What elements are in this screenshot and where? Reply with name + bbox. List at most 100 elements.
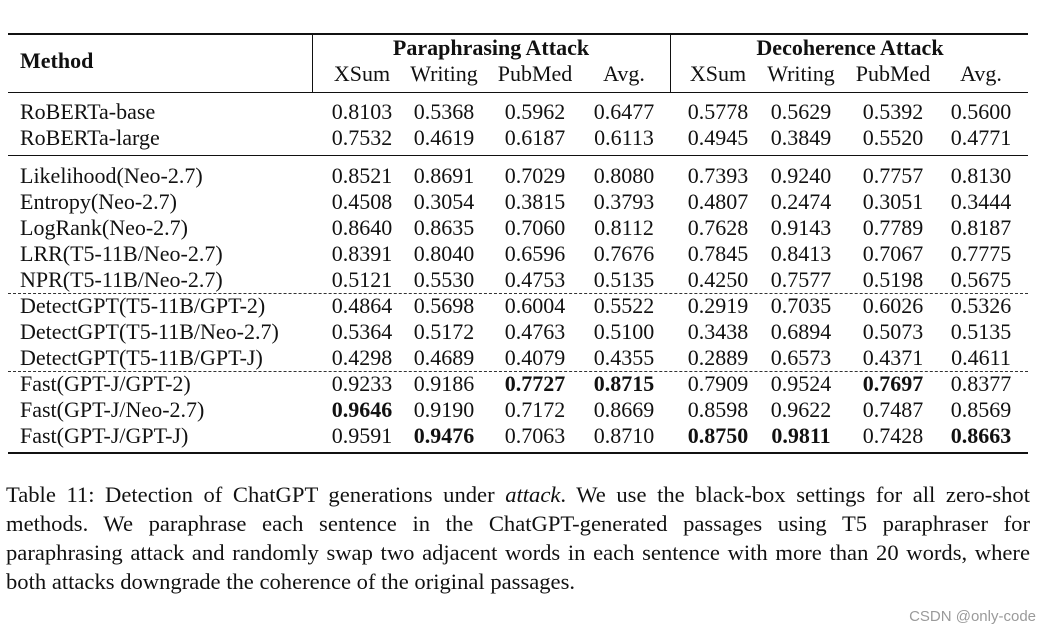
table-cell: 0.5392 (862, 99, 924, 124)
table-cell: 0.8377 (950, 371, 1012, 396)
table-cell: 0.8040 (413, 241, 475, 266)
table-cell: 0.9476 (413, 423, 475, 448)
table-cell: 0.8187 (950, 215, 1012, 240)
table-cell: 0.7845 (687, 241, 749, 266)
column-header-xsum: XSum (689, 61, 747, 86)
row-method-label: Fast(GPT-J/GPT-J) (20, 423, 189, 448)
table-cell: 0.6026 (862, 293, 924, 318)
table-cell: 0.8080 (593, 163, 655, 188)
row-method-label: LogRank(Neo-2.7) (20, 215, 189, 240)
table-cell: 0.5364 (331, 319, 393, 344)
table-cell: 0.7428 (862, 423, 924, 448)
table-cell: 0.4611 (951, 345, 1011, 370)
table-cell: 0.5962 (504, 99, 566, 124)
table-cell: 0.7067 (862, 241, 924, 266)
table-cell: 0.7757 (862, 163, 924, 188)
table-cell: 0.3815 (504, 189, 566, 214)
table-cell: 0.7697 (862, 371, 924, 396)
table-cell: 0.6187 (504, 125, 566, 150)
caption-suffix: . We use the black-box settings for all … (6, 482, 1030, 594)
row-method-label: NPR(T5-11B/Neo-2.7) (20, 267, 223, 292)
table-cell: 0.3444 (950, 189, 1012, 214)
table-cell: 0.6004 (504, 293, 566, 318)
table-cell: 0.7532 (331, 125, 393, 150)
section-rule (8, 155, 1028, 157)
table-cell: 0.3793 (593, 189, 655, 214)
row-method-label: DetectGPT(T5-11B/Neo-2.7) (20, 319, 279, 344)
table-cell: 0.2474 (770, 189, 832, 214)
table-cell: 0.3054 (413, 189, 475, 214)
table-cell: 0.7060 (504, 215, 566, 240)
table-cell: 0.7393 (687, 163, 749, 188)
table-cell: 0.8413 (770, 241, 832, 266)
table-cell: 0.5530 (413, 267, 475, 292)
table-top-rule (8, 33, 1028, 35)
table-cell: 0.8521 (331, 163, 393, 188)
row-method-label: DetectGPT(T5-11B/GPT-2) (20, 293, 266, 318)
watermark: CSDN @only-code (909, 608, 1036, 625)
table-cell: 0.8598 (687, 397, 749, 422)
table-cell: 0.7676 (593, 241, 655, 266)
table-cell: 0.5698 (413, 293, 475, 318)
table-cell: 0.4079 (504, 345, 566, 370)
row-method-label: RoBERTa-base (20, 99, 156, 124)
column-header-xsum: XSum (333, 61, 391, 86)
table-cell: 0.6596 (504, 241, 566, 266)
table-cell: 0.3438 (687, 319, 749, 344)
table-cell: 0.8391 (331, 241, 393, 266)
table-cell: 0.9190 (413, 397, 475, 422)
row-method-label: RoBERTa-large (20, 125, 160, 150)
table-cell: 0.9591 (331, 423, 393, 448)
table-cell: 0.6477 (593, 99, 655, 124)
caption-prefix: Table 11: Detection of ChatGPT generatio… (6, 482, 506, 507)
table-cell: 0.5100 (593, 319, 655, 344)
table-cell: 0.6894 (770, 319, 832, 344)
table-cell: 0.8710 (593, 423, 655, 448)
table-cell: 0.9524 (770, 371, 832, 396)
table-cell: 0.9646 (331, 397, 393, 422)
header-divider-left (312, 35, 313, 92)
table-cell: 0.7029 (504, 163, 566, 188)
table-cell: 0.5198 (862, 267, 924, 292)
column-header-pubmed: PubMed (855, 61, 931, 86)
row-method-label: DetectGPT(T5-11B/GPT-J) (20, 345, 263, 370)
table-cell: 0.9186 (413, 371, 475, 396)
table-cell: 0.7909 (687, 371, 749, 396)
table-cell: 0.8569 (950, 397, 1012, 422)
column-header-pubmed: PubMed (497, 61, 573, 86)
table-cell: 0.7628 (687, 215, 749, 240)
column-header-writing: Writing (767, 61, 835, 86)
table-cell: 0.5172 (413, 319, 475, 344)
table-cell: 0.9233 (331, 371, 393, 396)
table-cell: 0.8715 (593, 371, 655, 396)
table-cell: 0.5778 (687, 99, 749, 124)
table-cell: 0.5135 (593, 267, 655, 292)
column-header-avg: Avg. (603, 61, 645, 86)
table-cell: 0.8750 (687, 423, 749, 448)
table-cell: 0.7035 (770, 293, 832, 318)
table-cell: 0.8635 (413, 215, 475, 240)
table-cell: 0.9143 (770, 215, 832, 240)
table-cell: 0.7789 (862, 215, 924, 240)
table-cell: 0.4763 (504, 319, 566, 344)
table-cell: 0.4250 (687, 267, 749, 292)
table-cell: 0.8640 (331, 215, 393, 240)
column-header-avg: Avg. (960, 61, 1002, 86)
table-cell: 0.4689 (413, 345, 475, 370)
table-cell: 0.7775 (950, 241, 1012, 266)
table-cell: 0.5520 (862, 125, 924, 150)
group-header-decoherence: Decoherence Attack (756, 35, 944, 60)
table-bottom-rule (8, 452, 1028, 454)
table-cell: 0.4807 (687, 189, 749, 214)
table-cell: 0.9811 (771, 423, 831, 448)
table-cell: 0.5600 (950, 99, 1012, 124)
table-caption: Table 11: Detection of ChatGPT generatio… (6, 480, 1030, 596)
table-cell: 0.5135 (950, 319, 1012, 344)
row-method-label: Likelihood(Neo-2.7) (20, 163, 203, 188)
group-header-paraphrasing: Paraphrasing Attack (392, 35, 590, 60)
table-cell: 0.7577 (770, 267, 832, 292)
table-cell: 0.6113 (594, 125, 654, 150)
table-cell: 0.8663 (950, 423, 1012, 448)
row-method-label: Entropy(Neo-2.7) (20, 189, 178, 214)
table-cell: 0.8669 (593, 397, 655, 422)
